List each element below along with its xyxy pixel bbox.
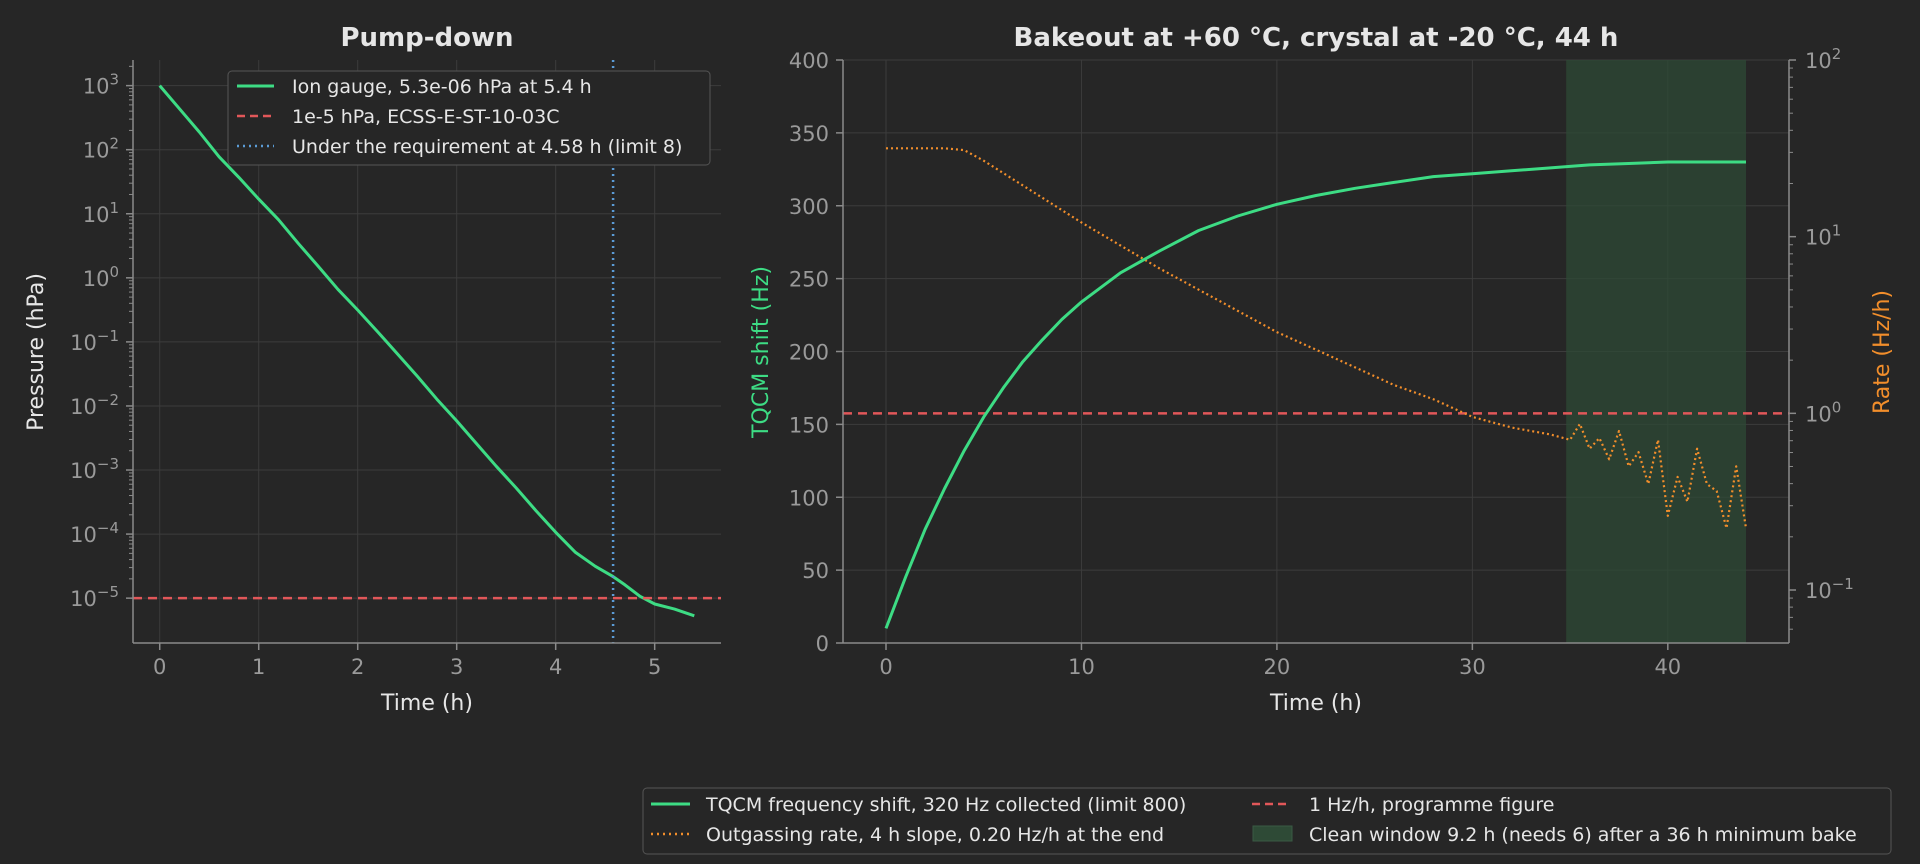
right-y2-tick-label: 100 <box>1805 398 1841 426</box>
right-x-tick-label: 30 <box>1459 655 1486 679</box>
left-y-tick-label: 10−2 <box>70 391 119 419</box>
right-x-tick-label: 10 <box>1068 655 1095 679</box>
left-y-tick-label: 10−1 <box>70 327 119 355</box>
right-y2-axis-label: Rate (Hz/h) <box>1870 290 1895 414</box>
right-x-axis-label: Time (h) <box>1269 691 1362 716</box>
left-chart-title: Pump-down <box>340 23 513 53</box>
legend-label-clean-window: Clean window 9.2 h (needs 6) after a 36 … <box>1309 824 1857 846</box>
ion-gauge-line <box>158 84 695 618</box>
right-y2-tick-label: 101 <box>1805 222 1841 250</box>
legend-label-tqcm-shift: TQCM frequency shift, 320 Hz collected (… <box>705 794 1186 816</box>
right-chart-title: Bakeout at +60 °C, crystal at -20 °C, 44… <box>1014 23 1619 53</box>
right-y2-tick-label: 102 <box>1805 45 1841 73</box>
left-x-tick-label: 1 <box>252 655 265 679</box>
right-x-tick-label: 0 <box>879 655 892 679</box>
legend-label-ecss-limit: 1e-5 hPa, ECSS-E-ST-10-03C <box>292 106 560 128</box>
right-y-tick-label: 100 <box>789 486 829 510</box>
left-y-tick-label: 10−4 <box>70 519 119 547</box>
legend-label-ion-gauge: Ion gauge, 5.3e-06 hPa at 5.4 h <box>292 76 592 98</box>
left-y-axis-label: Pressure (hPa) <box>24 273 49 431</box>
left-x-tick-label: 2 <box>351 655 364 679</box>
legend-label-programme-figure: 1 Hz/h, programme figure <box>1309 794 1554 816</box>
left-y-tick-label: 10−5 <box>70 583 119 611</box>
right-y-tick-label: 300 <box>789 195 829 219</box>
legend-swatch-clean-window <box>1252 825 1293 842</box>
right-y-tick-label: 400 <box>789 49 829 73</box>
right-y-tick-label: 250 <box>789 268 829 292</box>
left-y-tick-label: 103 <box>83 71 119 99</box>
left-y-tick-label: 102 <box>83 135 119 163</box>
left-x-tick-label: 3 <box>450 655 463 679</box>
left-x-tick-label: 5 <box>648 655 661 679</box>
right-y-tick-label: 150 <box>789 413 829 437</box>
right-x-tick-label: 40 <box>1654 655 1681 679</box>
left-x-axis-label: Time (h) <box>380 691 473 716</box>
bottom-legend-frame <box>642 787 1892 855</box>
left-legend: Ion gauge, 5.3e-06 hPa at 5.4 h 1e-5 hPa… <box>227 70 711 166</box>
legend-label-requirement: Under the requirement at 4.58 h (limit 8… <box>292 136 682 158</box>
right-y2-tick-label: 10−1 <box>1805 575 1854 603</box>
right-y-tick-label: 350 <box>789 122 829 146</box>
left-y-tick-label: 100 <box>83 263 119 291</box>
tqcm-shift-line <box>884 160 1746 629</box>
left-y-tick-label: 101 <box>83 199 119 227</box>
left-y-tick-label: 10−3 <box>70 455 119 483</box>
legend-label-outgassing-rate: Outgassing rate, 4 h slope, 0.20 Hz/h at… <box>706 824 1164 846</box>
right-y-tick-label: 0 <box>816 632 829 656</box>
clean-window-region <box>1566 60 1746 643</box>
left-x-tick-label: 0 <box>153 655 166 679</box>
right-y-axis-label: TQCM shift (Hz) <box>749 266 774 439</box>
bottom-legend: TQCM frequency shift, 320 Hz collected (… <box>642 787 1892 855</box>
right-y-tick-label: 200 <box>789 341 829 365</box>
left-x-tick-label: 4 <box>549 655 562 679</box>
right-x-tick-label: 20 <box>1264 655 1291 679</box>
left-legend-frame <box>227 70 711 166</box>
right-y-tick-label: 50 <box>802 559 829 583</box>
